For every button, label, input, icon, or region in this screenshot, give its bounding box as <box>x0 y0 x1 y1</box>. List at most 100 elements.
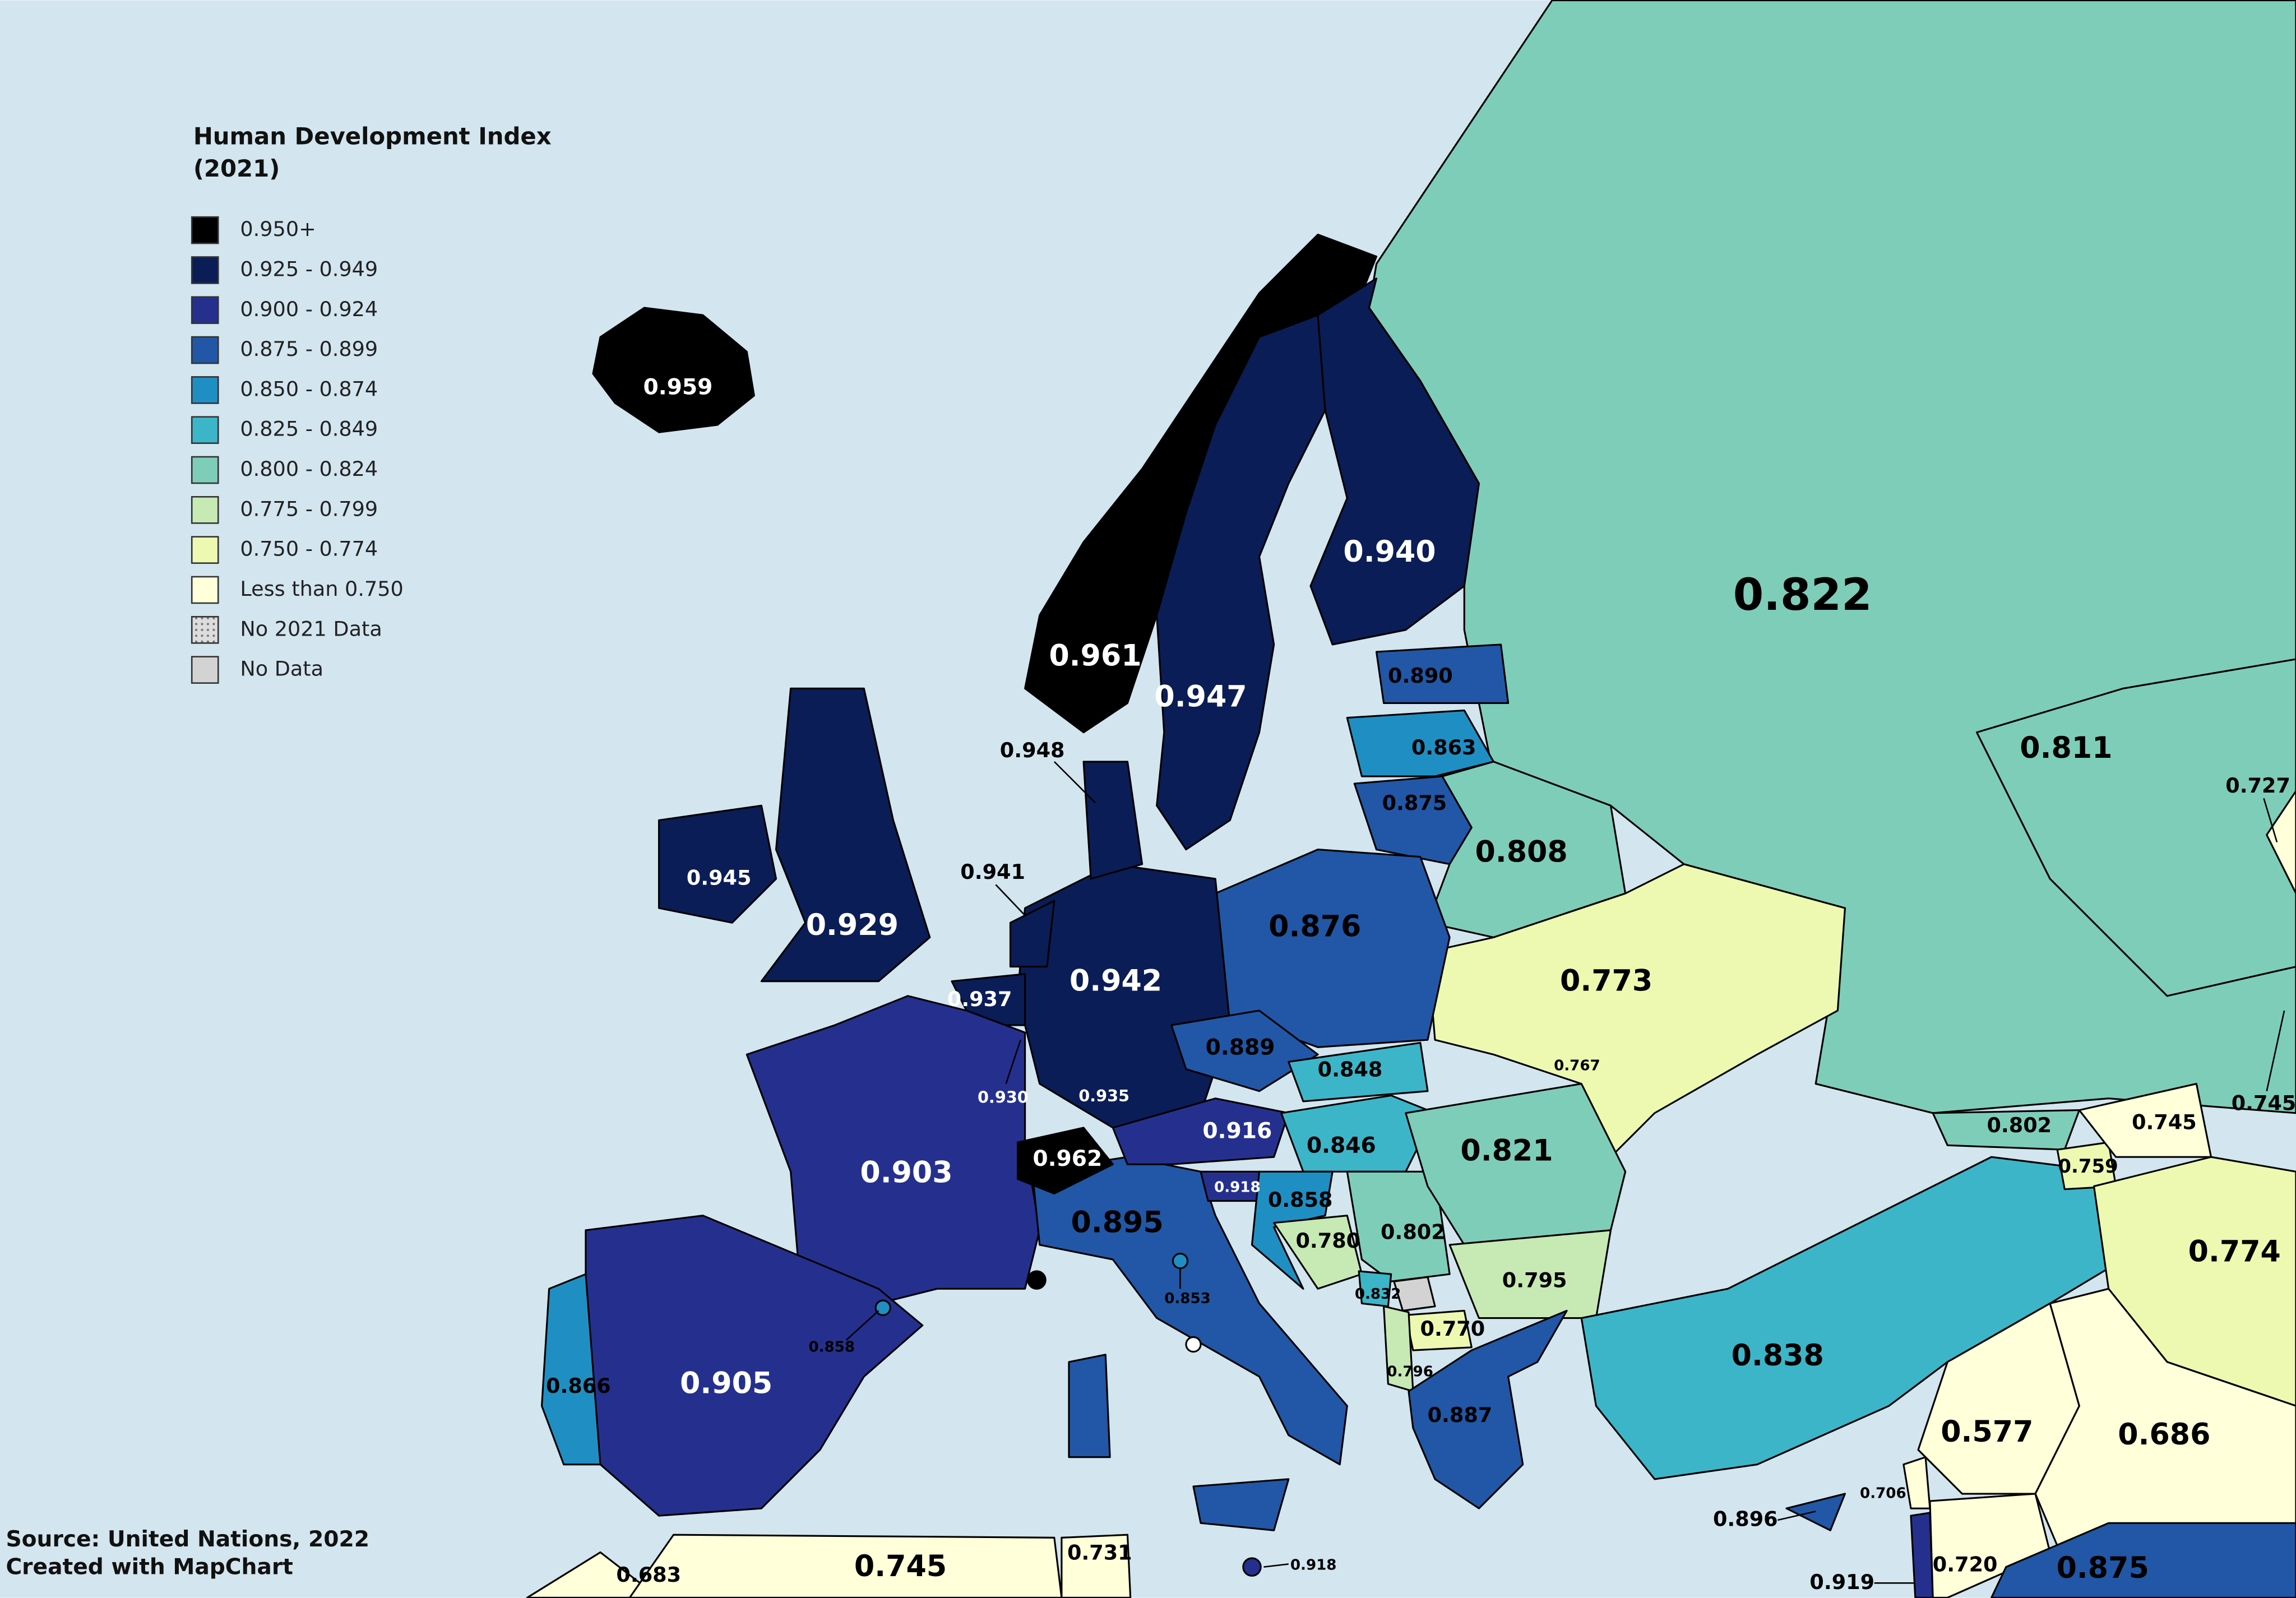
latvia <box>1346 709 1495 777</box>
leader-line <box>1777 1511 1816 1521</box>
czechia <box>1170 1009 1319 1092</box>
value-label: 0.947 <box>1154 680 1247 714</box>
value-label: 0.890 <box>1388 664 1453 688</box>
netherlands <box>1009 900 1056 968</box>
value-label: 0.876 <box>1269 910 1361 944</box>
value-label: 0.941 <box>960 860 1025 884</box>
value-label: 0.821 <box>1460 1134 1553 1168</box>
malta <box>1242 1557 1262 1577</box>
credit: Created with MapChart <box>6 1555 293 1580</box>
iceland <box>592 307 755 433</box>
value-label: 0.745 <box>2232 1091 2296 1115</box>
greece <box>1408 1309 1568 1509</box>
leader-lines <box>845 761 2285 1584</box>
legend-label: 0.850 - 0.874 <box>240 377 378 401</box>
value-label: 0.961 <box>1049 639 1141 673</box>
value-label: 0.770 <box>1420 1317 1485 1341</box>
value-label: 0.919 <box>1809 1570 1874 1594</box>
legend-title: Human Development Index <box>193 123 552 150</box>
croatia <box>1251 1170 1334 1290</box>
legend-swatch <box>191 296 219 325</box>
value-label: 0.937 <box>947 987 1012 1011</box>
legend-swatch <box>191 376 219 404</box>
leader-line <box>845 1310 879 1341</box>
leader-line <box>2266 1010 2285 1091</box>
ukraine <box>1427 863 1846 1158</box>
estonia <box>1375 643 1510 704</box>
value-label: 0.959 <box>644 374 713 400</box>
value-label: 0.832 <box>1355 1286 1401 1303</box>
value-label: 0.706 <box>1860 1485 1906 1502</box>
countries <box>526 0 2296 1598</box>
leader-line <box>1263 1563 1289 1568</box>
legend-swatch <box>191 256 219 284</box>
kosovo <box>1393 1276 1436 1312</box>
legend-swatch <box>191 456 219 484</box>
legend-swatch <box>191 216 219 244</box>
leader-line <box>1005 1039 1021 1084</box>
vatican <box>1185 1336 1202 1353</box>
leader-line <box>1053 761 1096 803</box>
slovakia <box>1288 1041 1429 1103</box>
value-label: 0.940 <box>1343 535 1436 569</box>
leader-line <box>2263 798 2278 842</box>
value-label: 0.875 <box>2057 1551 2149 1585</box>
value-label: 0.727 <box>2225 773 2290 798</box>
legend-label: 0.825 - 0.849 <box>240 417 378 441</box>
value-label: 0.767 <box>1554 1058 1600 1074</box>
legend-label: 0.950+ <box>240 217 316 241</box>
israel <box>1910 1512 1934 1598</box>
legend-swatch <box>191 496 219 524</box>
value-label: 0.918 <box>1290 1557 1337 1574</box>
value-label: 0.745 <box>854 1550 947 1583</box>
value-label: 0.796 <box>1387 1364 1433 1381</box>
value-label: 0.866 <box>546 1374 611 1398</box>
legend-label: 0.875 - 0.899 <box>240 337 378 361</box>
value-label: 0.802 <box>1381 1220 1446 1244</box>
value-label: 0.838 <box>1732 1339 1824 1373</box>
value-label: 0.846 <box>1307 1133 1376 1158</box>
switzerland <box>1016 1127 1114 1195</box>
morocco <box>526 1551 660 1598</box>
value-label: 0.686 <box>2118 1418 2210 1452</box>
sweden <box>1156 314 1326 851</box>
value-label: 0.929 <box>806 909 899 942</box>
value-label: 0.945 <box>687 865 752 890</box>
legend-swatch <box>191 536 219 564</box>
legend-label: 0.900 - 0.924 <box>240 297 378 321</box>
value-label: 0.773 <box>1560 964 1652 998</box>
value-label: 0.720 <box>1933 1553 1998 1577</box>
legend-swatch <box>191 416 219 444</box>
sicily <box>1192 1478 1290 1531</box>
value-label: 0.896 <box>1713 1507 1778 1531</box>
value-label: 0.731 <box>1067 1541 1132 1565</box>
value-label: 0.903 <box>860 1156 952 1190</box>
value-label: 0.577 <box>1941 1415 2033 1449</box>
andorra <box>874 1299 891 1316</box>
legend-label: Less than 0.750 <box>240 577 403 601</box>
value-label: 0.948 <box>1000 738 1065 762</box>
value-label: 0.887 <box>1428 1403 1493 1427</box>
sardinia <box>1068 1354 1111 1458</box>
value-label: 0.916 <box>1202 1118 1272 1143</box>
value-label: 0.848 <box>1318 1058 1383 1082</box>
value-label: 0.895 <box>1071 1206 1164 1239</box>
ireland <box>658 804 777 924</box>
legend-swatch <box>191 615 219 644</box>
legend-swatch <box>191 576 219 604</box>
value-label: 0.858 <box>808 1338 855 1355</box>
value-label: 0.683 <box>616 1563 681 1587</box>
united-kingdom <box>760 687 931 983</box>
montenegro <box>1358 1270 1392 1308</box>
denmark <box>1082 761 1144 880</box>
algeria <box>628 1534 1063 1598</box>
value-labels: 0.959 0.961 0.947 0.940 0.822 0.890 0.86… <box>546 374 2296 1594</box>
legend-label: No Data <box>240 657 323 681</box>
value-label: 0.774 <box>2188 1235 2281 1269</box>
legend-label: 0.750 - 0.774 <box>240 537 378 561</box>
monaco <box>1027 1270 1047 1290</box>
value-label: 0.875 <box>1382 791 1447 815</box>
leader-line <box>995 884 1026 916</box>
